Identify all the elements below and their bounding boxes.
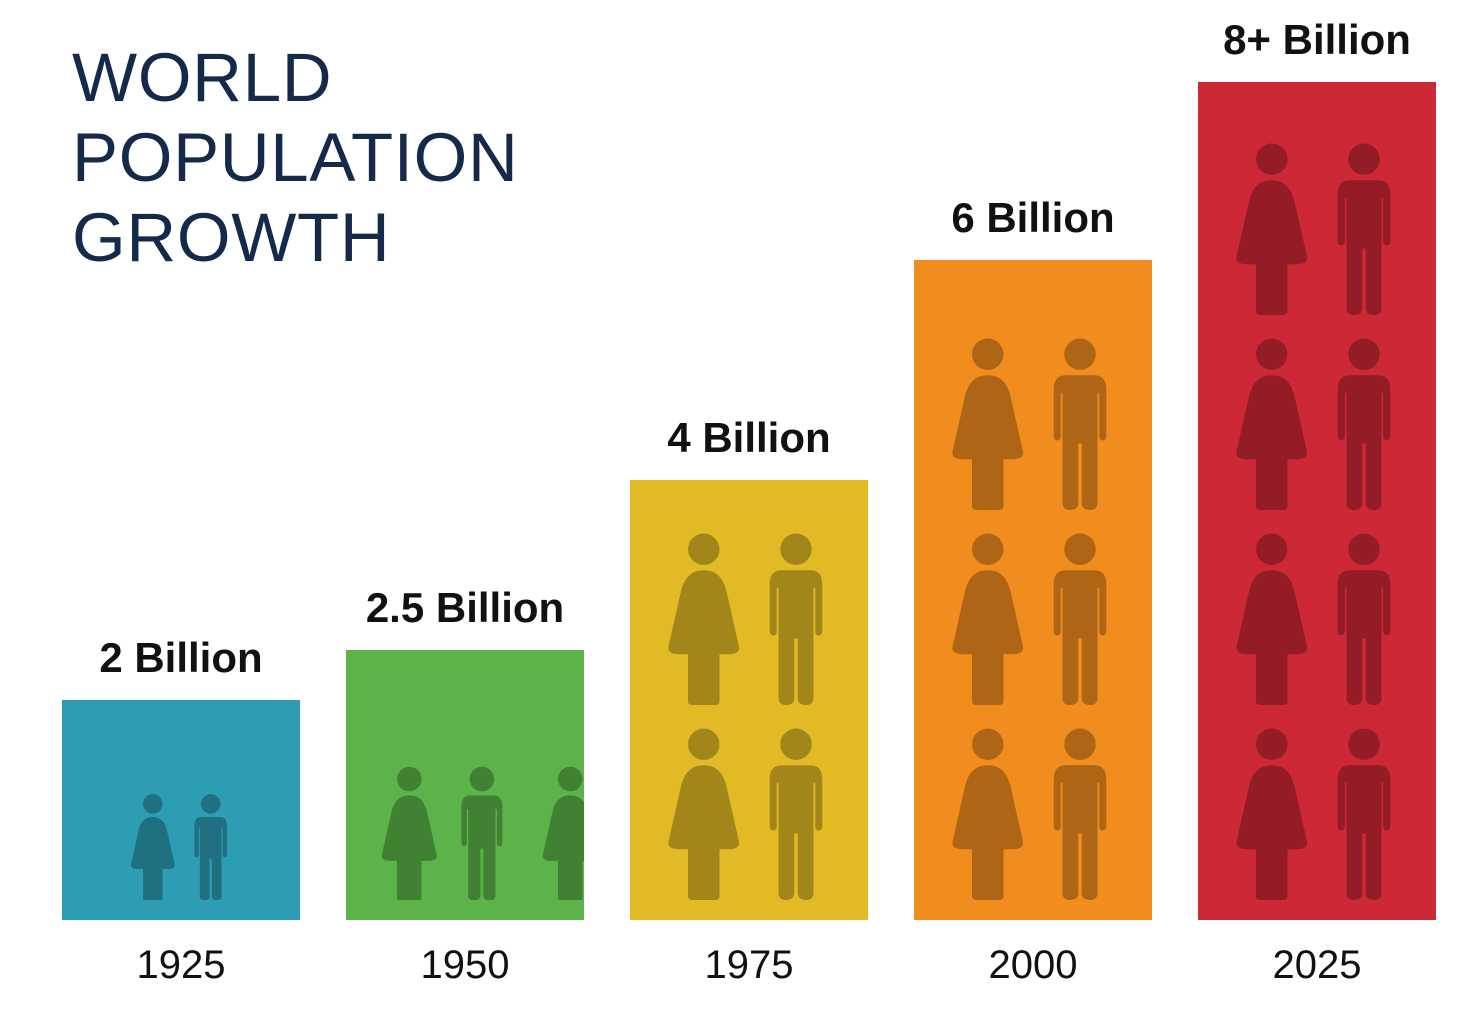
female-icon xyxy=(1235,335,1309,510)
year-label: 1975 xyxy=(630,943,868,988)
people-icons xyxy=(1198,140,1436,920)
female-icon xyxy=(1235,530,1309,705)
year-label: 1925 xyxy=(62,943,300,988)
bar-value-label: 2 Billion xyxy=(62,634,300,682)
bar xyxy=(62,700,300,920)
male-icon xyxy=(1045,725,1115,900)
bar xyxy=(346,650,584,920)
people-icons xyxy=(914,335,1152,920)
bar xyxy=(1198,82,1436,920)
male-icon xyxy=(1329,725,1399,900)
male-icon xyxy=(1329,335,1399,510)
female-icon xyxy=(667,725,741,900)
people-row xyxy=(1198,530,1436,705)
people-row xyxy=(1198,140,1436,315)
male-icon xyxy=(1329,530,1399,705)
female-icon xyxy=(667,530,741,705)
people-row xyxy=(371,764,584,901)
male-icon xyxy=(1329,140,1399,315)
male-icon xyxy=(1045,530,1115,705)
female-icon xyxy=(951,335,1025,510)
male-icon xyxy=(761,530,831,705)
male-icon xyxy=(189,792,232,901)
people-row xyxy=(630,725,868,900)
people-row xyxy=(1198,725,1436,900)
bar-slot: 6 Billion2000 xyxy=(914,40,1152,920)
female-icon xyxy=(380,764,437,901)
people-row xyxy=(914,725,1152,900)
bar-value-label: 6 Billion xyxy=(914,194,1152,242)
year-label: 1950 xyxy=(346,943,584,988)
bar xyxy=(914,260,1152,920)
bar xyxy=(630,480,868,920)
bar-slot: 4 Billion1975 xyxy=(630,40,868,920)
people-row xyxy=(630,530,868,705)
bar-slot: 2.5 Billion1950 xyxy=(346,40,584,920)
people-icons xyxy=(62,792,300,921)
female-icon xyxy=(1235,725,1309,900)
people-row xyxy=(62,792,300,901)
male-icon xyxy=(761,725,831,900)
infographic-canvas: WORLD POPULATION GROWTH 2 Billion19252.5… xyxy=(0,0,1461,1020)
female-icon xyxy=(951,725,1025,900)
bars-container: 2 Billion19252.5 Billion19504 Billion197… xyxy=(0,40,1461,1020)
year-label: 2000 xyxy=(914,943,1152,988)
female-icon xyxy=(951,530,1025,705)
bar-value-label: 4 Billion xyxy=(630,414,868,462)
female-icon xyxy=(130,792,176,901)
year-label: 2025 xyxy=(1198,943,1436,988)
bar-value-label: 8+ Billion xyxy=(1198,16,1436,64)
male-icon xyxy=(454,764,509,901)
people-icons xyxy=(346,764,584,921)
people-row xyxy=(1198,335,1436,510)
bar-slot: 8+ Billion2025 xyxy=(1198,40,1436,920)
bar-chart: 2 Billion19252.5 Billion19504 Billion197… xyxy=(0,40,1461,1020)
partial-person-icon xyxy=(541,764,584,901)
people-icons xyxy=(630,530,868,920)
bar-value-label: 2.5 Billion xyxy=(346,584,584,632)
male-icon xyxy=(1045,335,1115,510)
female-icon xyxy=(1235,140,1309,315)
people-row xyxy=(914,530,1152,705)
people-row xyxy=(914,335,1152,510)
female-icon xyxy=(541,764,584,901)
bar-slot: 2 Billion1925 xyxy=(62,40,300,920)
